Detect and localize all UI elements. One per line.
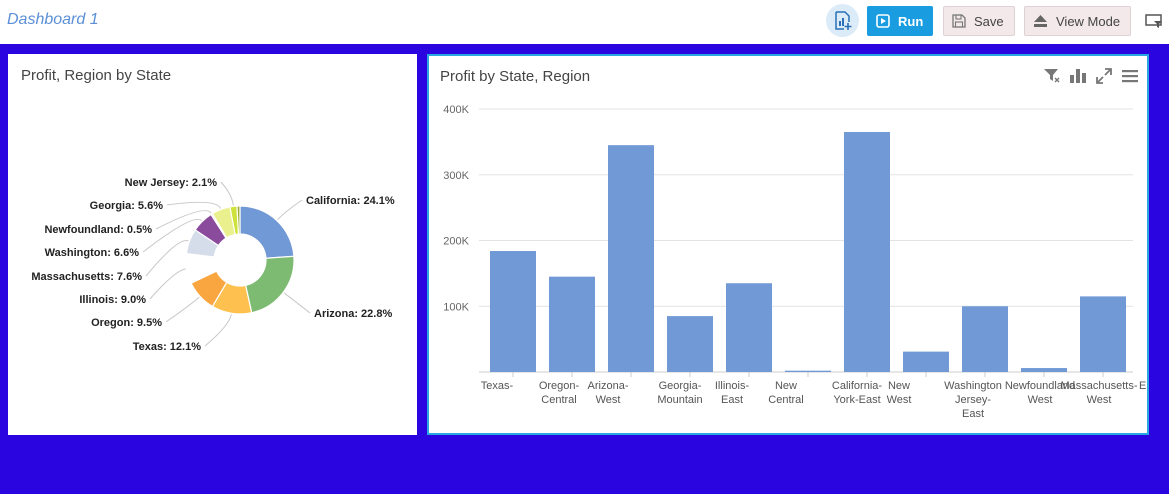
save-label: Save [974, 13, 1004, 29]
bar-5[interactable] [785, 370, 831, 372]
pie-leader-line-6 [142, 218, 202, 253]
bar-chart: 100K 200K 300K 400K Texas- Oregon-Central Ariz… [443, 104, 1147, 420]
pie-leader-line-9 [220, 181, 234, 206]
pie-label-3: Oregon: 9.5% [91, 317, 162, 329]
pie-label-1: Arizona: 22.8% [314, 308, 392, 320]
pie-chart-panel: Profit, Region by State California: 24.1… [8, 54, 417, 435]
bar-8[interactable] [962, 306, 1008, 372]
filter-panel-button[interactable] [1144, 6, 1164, 36]
x-tick-label-2: Arizona-West [588, 380, 629, 406]
pie-label-5: Massachusetts: 7.6% [31, 271, 142, 283]
bar-2[interactable] [608, 145, 654, 372]
pie-leader-line-5 [145, 240, 189, 277]
run-label: Run [898, 13, 924, 29]
pie-slice-10[interactable] [236, 205, 241, 235]
y-tick-label-0: 100K [443, 301, 469, 313]
pie-slice-1[interactable] [244, 255, 295, 314]
pie-slice-0[interactable] [239, 205, 295, 259]
expand-icon[interactable] [1094, 66, 1113, 85]
bar-4[interactable] [726, 283, 772, 372]
bar-10[interactable] [1080, 296, 1126, 372]
x-tick-label-10: Massachusetts-West [1060, 380, 1137, 406]
pie-label-9: New Jersey: 2.1% [125, 177, 218, 189]
top-toolbar: Dashboard 1 Run Save View Mode [0, 0, 1169, 44]
pie-chart-title: Profit, Region by State [21, 67, 172, 84]
eject-icon [1034, 15, 1047, 27]
bar-1[interactable] [549, 276, 595, 372]
x-tick-label-4: Illinois-East [715, 380, 750, 406]
pie-label-7: Newfoundland: 0.5% [44, 224, 152, 236]
save-button[interactable]: Save [943, 6, 1015, 36]
pie-label-2: Texas: 12.1% [133, 341, 202, 353]
pie-leader-line-4 [149, 268, 186, 300]
save-icon [952, 14, 966, 28]
filter-icon[interactable] [1042, 66, 1061, 85]
x-tick-label-0: Texas- [481, 380, 514, 392]
x-tick-label-8: Washington Jersey-East [944, 380, 1002, 420]
add-chart-button[interactable] [826, 4, 859, 37]
pie-leader-line-8 [166, 201, 222, 209]
view-mode-button[interactable]: View Mode [1024, 6, 1131, 36]
pie-label-0: California: 24.1% [306, 195, 395, 207]
bar-chart-toolbar [1042, 66, 1139, 85]
pie-leader-line-1 [283, 292, 311, 314]
pie-label-8: Georgia: 5.6% [90, 200, 164, 212]
donut-chart: California: 24.1% Arizona: 22.8% Texas: 12… [31, 177, 395, 353]
bar-chart-title: Profit by State, Region [440, 68, 591, 85]
x-tick-label-11: East [1139, 380, 1147, 392]
pie-leader-line-3 [165, 296, 200, 323]
pie-label-4: Illinois: 9.0% [79, 294, 146, 306]
bar-0[interactable] [490, 251, 536, 372]
pie-label-6: Washington: 6.6% [45, 247, 140, 259]
bar-3[interactable] [667, 316, 713, 372]
x-tick-label-1: Oregon-Central [539, 380, 580, 406]
dashboard-title[interactable]: Dashboard 1 [7, 11, 99, 28]
x-tick-label-7: New West [887, 380, 912, 406]
y-tick-label-2: 300K [443, 170, 469, 182]
bar-9[interactable] [1021, 368, 1067, 372]
y-tick-label-1: 200K [443, 236, 469, 248]
filter-panel-icon [1145, 14, 1162, 28]
menu-icon[interactable] [1120, 66, 1139, 85]
chart-type-icon[interactable] [1068, 66, 1087, 85]
play-icon [876, 14, 890, 28]
pie-leader-line-0 [277, 199, 303, 221]
bar-chart-panel: Profit by State, Region 100K 200K 300K 400K… [427, 54, 1149, 435]
run-button[interactable]: Run [867, 6, 933, 36]
view-mode-label: View Mode [1056, 13, 1121, 29]
bar-7[interactable] [903, 351, 949, 372]
pie-leader-line-2 [204, 314, 232, 347]
x-tick-label-3: Georgia-Mountain [657, 380, 702, 406]
x-tick-label-9: Newfoundland West [1005, 380, 1075, 406]
x-tick-label-5: New Central [768, 380, 803, 406]
add-chart-icon [834, 10, 851, 30]
x-tick-label-6: California-York-East [832, 380, 882, 406]
y-tick-label-3: 400K [443, 104, 469, 116]
pie-leader-line-7 [155, 210, 212, 230]
bar-6[interactable] [844, 132, 890, 372]
